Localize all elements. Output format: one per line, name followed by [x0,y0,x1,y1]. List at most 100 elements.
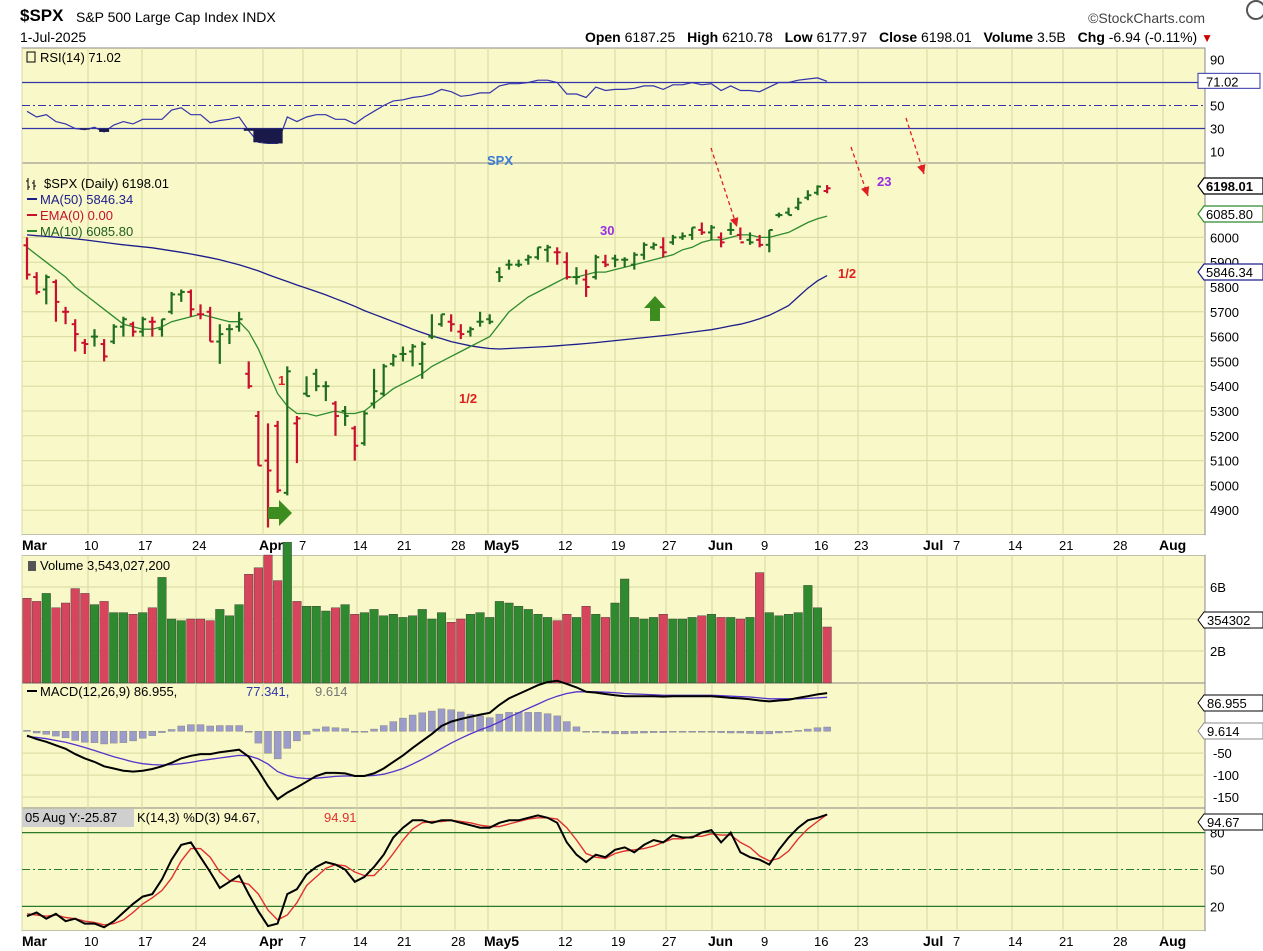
ohlc-bar [225,324,233,345]
date-axis-strip-bottom [22,931,1205,951]
ma50-line [26,234,828,350]
volume-bar [109,612,119,684]
volume-bar [61,602,71,684]
date-label-bottom: 7 [953,934,960,949]
date-label-top: 7 [299,538,306,553]
volume-bar [581,606,591,684]
volume-bar [475,612,485,684]
ma10-tag-box [1197,205,1263,223]
macd-histogram-bar [804,728,812,732]
date-label-top: 21 [397,538,411,553]
volume-bar [234,604,244,684]
volume-bar [408,615,418,684]
rsi-oversold-fill [272,128,283,144]
rsi-legend: RSI(14) 71.02 [40,50,121,65]
macd-histogram-bar [196,724,205,732]
ohlc-bar [727,222,735,235]
volume-bar [629,617,639,684]
volume-bar [350,614,360,684]
date-label-bottom: Mar [22,933,47,949]
rsi-tick-label: 90 [1210,53,1224,68]
ohlc-bar [351,425,359,461]
macd-histogram-bar [466,713,475,732]
price-tick-label: 5500 [1210,354,1239,369]
stoch-tick-label: 20 [1210,899,1224,914]
ohlc-bar [428,314,436,340]
volume-label: Volume [983,29,1034,45]
macd-histogram-bar [225,725,234,732]
volume-bar [446,622,456,684]
stoch-d-legend: 94.91 [324,810,357,825]
date-label-top: Jun [708,537,733,553]
volume-bar [70,588,80,684]
high-value: 6210.78 [722,29,773,45]
close-tag-box [1197,177,1263,195]
low-label: Low [784,29,813,45]
macd-tick-label: -100 [1213,768,1239,783]
settings-icon[interactable] [1246,0,1263,20]
macd-histogram-bar [775,731,783,734]
date-label-bottom: Apr [259,933,284,949]
ohlc-bar [765,228,773,253]
macd-histogram-bar [177,725,185,732]
macd-tick-label: -150 [1213,790,1239,805]
volume-bar [812,607,822,684]
ohlc-bar [794,197,802,211]
volume-legend: Volume 3,543,027,200 [40,558,170,573]
macd-histogram-bar [389,721,398,732]
volume-bar [282,542,292,684]
macd-histogram-bar [592,731,600,733]
macd-histogram-bar [428,710,436,732]
ohlc-bar [524,254,532,265]
ohlc-bar [187,289,195,317]
ohlc-bar [254,411,262,467]
ohlc-bar [23,237,31,280]
volume-bar [552,620,562,684]
chg-value: -6.94 (-0.11%) [1108,29,1198,45]
macd-histogram-bar [254,731,263,744]
volume-tag-box [1197,611,1263,629]
macd-histogram-bar [524,712,532,732]
macd-histogram-bar [273,731,282,760]
macd-hist-tag: 9.614 [1207,724,1240,739]
volume-bar [726,617,736,684]
macd-histogram-bar [630,731,639,734]
date-label-bottom: 23 [854,934,868,949]
date-label-bottom: 9 [761,934,768,949]
stockcharts-credit[interactable]: ©StockCharts.com [1088,10,1205,26]
date-label-top: 19 [611,538,625,553]
date-label-top: Aug [1159,537,1186,553]
ohlc-bar [389,353,397,367]
date-label-top: 28 [451,538,465,553]
date-label-top: 14 [353,538,367,553]
volume-bar [398,617,408,684]
price-tick-label: 6000 [1210,230,1239,245]
ohlc-bar [756,234,764,248]
volume-bar [128,614,138,684]
ohlc-bar [505,259,513,270]
macd-histogram-bar [32,731,41,734]
volume-bar [292,601,302,684]
ohlc-bar [785,207,793,217]
volume-bar [215,609,225,684]
rsi-oversold-fill [79,128,90,130]
volume-bar [735,618,745,684]
macd-histogram-bar [206,725,214,732]
rsi-oversold-fill [253,128,264,143]
macd-histogram-bar [331,727,340,732]
macd-histogram-bar [457,711,465,732]
volume-bar [571,617,581,684]
volume-bar [465,614,475,684]
ohlc-bar [563,252,571,280]
volume-bar [147,607,157,684]
volume-bar [359,612,369,684]
date-label-top: 9 [761,538,768,553]
macd-histogram-bar [620,731,629,735]
volume-tick-label: 2B [1210,644,1226,659]
date-label-bottom: 24 [192,934,206,949]
volume-bar [273,580,283,684]
macd-histogram-bar [90,731,99,743]
price-panel-bg [21,162,1206,536]
ohlc-bar [813,185,821,196]
